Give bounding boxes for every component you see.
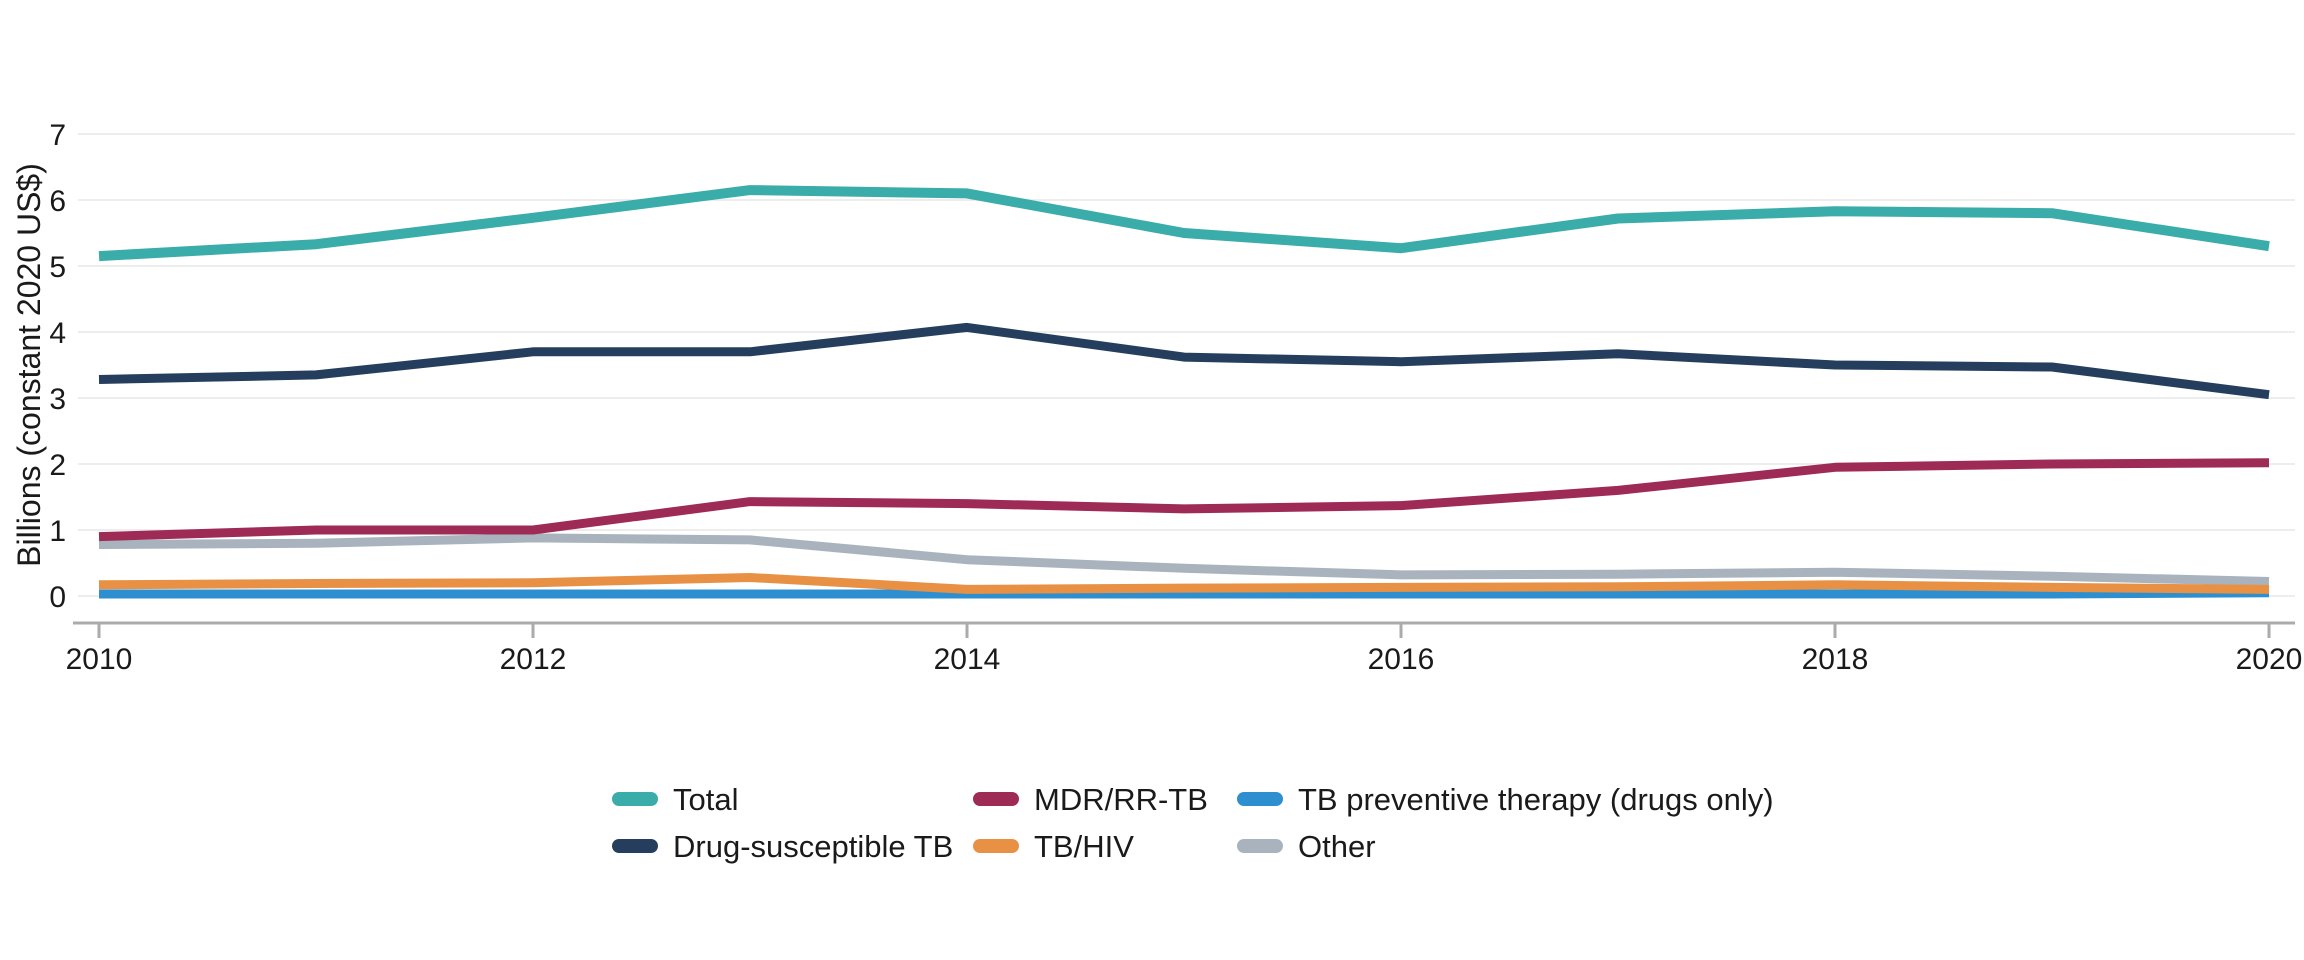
- series-line-total: [98, 185, 2270, 262]
- y-tick-label-2: 2: [49, 449, 66, 482]
- series-line-tb-preventive-therapy-drugs-only: [99, 588, 2270, 599]
- y-tick-label-4: 4: [49, 317, 66, 350]
- series-line-other: [98, 533, 2270, 586]
- y-tick-label-1: 1: [49, 515, 66, 548]
- y-tick-label-3: 3: [49, 383, 66, 416]
- series-line-tb-hiv: [98, 573, 2270, 594]
- x-tick-label-2012: 2012: [500, 643, 567, 676]
- y-axis-title: Billions (constant 2020 US$): [11, 163, 47, 567]
- x-tick-label-2010: 2010: [66, 643, 133, 676]
- series-line-drug-susceptible-tb: [98, 322, 2270, 400]
- y-tick-label-6: 6: [49, 185, 66, 218]
- y-tick-label-0: 0: [49, 581, 66, 614]
- series-line-mdr-rr-tb: [98, 458, 2270, 542]
- y-tick-label-5: 5: [49, 251, 66, 284]
- x-tick-label-2014: 2014: [934, 643, 1001, 676]
- x-tick-label-2020: 2020: [2236, 643, 2303, 676]
- x-tick-label-2016: 2016: [1368, 643, 1435, 676]
- y-tick-label-7: 7: [49, 119, 66, 152]
- x-tick-label-2018: 2018: [1802, 643, 1869, 676]
